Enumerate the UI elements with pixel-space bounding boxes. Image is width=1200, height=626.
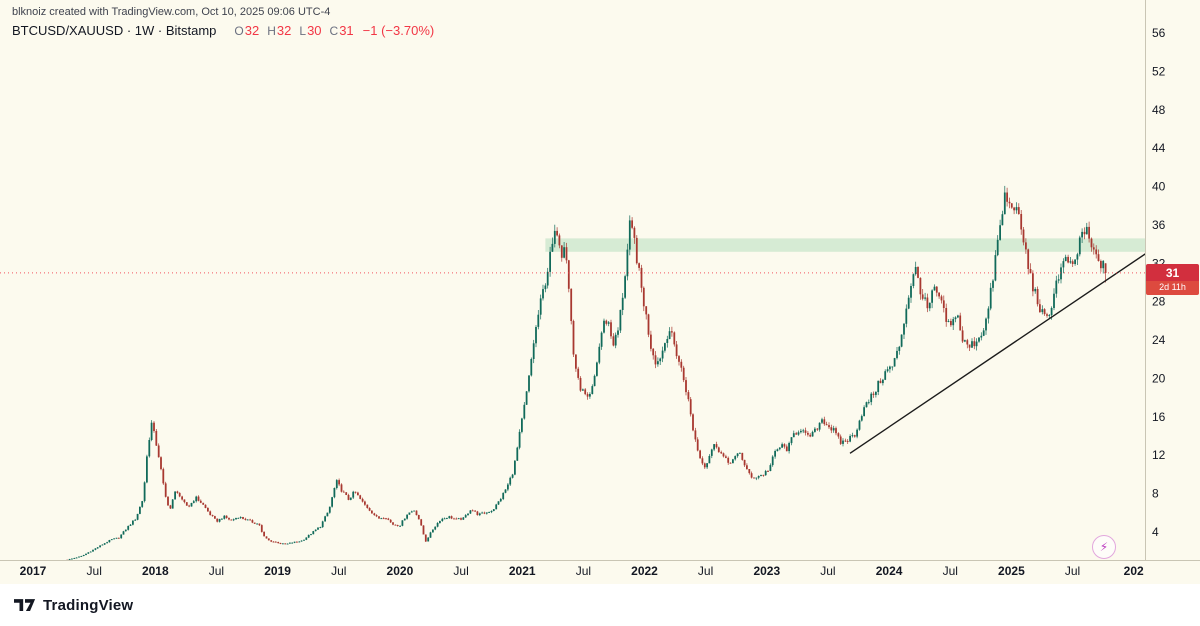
ohlc-low-value: 30 [307,23,322,38]
svg-text:2019: 2019 [264,564,291,578]
ohlc-close-value: 31 [339,23,354,38]
svg-text:2025: 2025 [998,564,1025,578]
svg-text:24: 24 [1152,333,1166,347]
ohlc-high-label: H [267,24,276,38]
svg-text:Jul: Jul [698,564,713,578]
svg-text:Jul: Jul [1065,564,1080,578]
svg-text:16: 16 [1152,410,1166,424]
ohlc-low-label: L [299,24,307,38]
tradingview-wordmark[interactable]: TradingView [43,596,134,614]
price-chart[interactable]: 481216202428323640444852562017Jul2018Jul… [0,0,1200,584]
ohlc-open-label: O [234,24,244,38]
svg-text:Jul: Jul [331,564,346,578]
symbol-title[interactable]: BTCUSD/XAUUSD · 1W · Bitstamp [12,23,217,38]
current-price-value: 31 [1146,264,1199,281]
footer-bar: TradingView [0,584,1200,626]
ohlc-close-label: C [329,24,339,38]
change-value: −1 (−3.70%) [362,23,435,38]
ohlc-high-value: 32 [276,23,292,38]
svg-text:36: 36 [1152,218,1166,232]
svg-text:Jul: Jul [820,564,835,578]
svg-text:2018: 2018 [142,564,169,578]
svg-text:2022: 2022 [631,564,658,578]
svg-text:4: 4 [1152,525,1159,539]
svg-text:202: 202 [1124,564,1144,578]
svg-text:2020: 2020 [387,564,414,578]
bar-countdown: 2d 11h [1146,281,1199,295]
svg-text:52: 52 [1152,64,1166,78]
svg-text:2023: 2023 [753,564,780,578]
svg-text:40: 40 [1152,180,1166,194]
watermark-text: blknoiz created with TradingView.com, Oc… [12,6,331,18]
svg-text:56: 56 [1152,26,1166,40]
svg-text:2017: 2017 [20,564,47,578]
svg-text:Jul: Jul [576,564,591,578]
tradingview-logo-icon[interactable] [14,598,36,612]
svg-text:Jul: Jul [453,564,468,578]
svg-text:2021: 2021 [509,564,536,578]
svg-text:Jul: Jul [943,564,958,578]
svg-text:Jul: Jul [87,564,102,578]
ohlc-open-value: 32 [244,23,260,38]
lightning-button[interactable]: ⚡ [1092,535,1116,559]
svg-text:48: 48 [1152,103,1166,117]
current-price-label: 31 2d 11h [1146,264,1199,295]
svg-text:2024: 2024 [876,564,903,578]
lightning-icon: ⚡ [1099,540,1109,554]
svg-text:12: 12 [1152,448,1166,462]
symbol-legend: BTCUSD/XAUUSD · 1W · Bitstamp O 32 H 32 … [12,23,434,38]
svg-text:20: 20 [1152,372,1166,386]
svg-text:Jul: Jul [209,564,224,578]
svg-text:28: 28 [1152,295,1166,309]
svg-text:44: 44 [1152,141,1166,155]
svg-text:8: 8 [1152,487,1159,501]
